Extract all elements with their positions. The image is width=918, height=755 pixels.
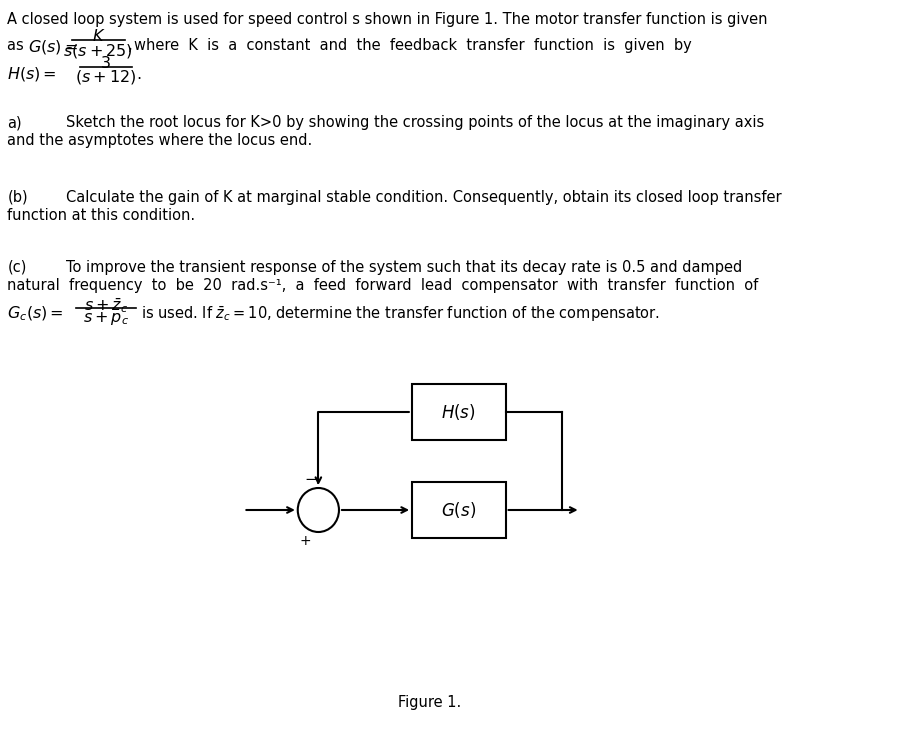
Text: as: as xyxy=(7,38,33,53)
Text: (c): (c) xyxy=(7,260,27,275)
Text: $G(s) =$: $G(s) =$ xyxy=(28,38,78,56)
Text: function at this condition.: function at this condition. xyxy=(7,208,196,223)
Text: +: + xyxy=(299,534,311,548)
Text: a): a) xyxy=(7,115,22,130)
Text: $(s+12)$: $(s+12)$ xyxy=(75,68,137,86)
Text: Figure 1.: Figure 1. xyxy=(398,695,462,710)
Text: natural  frequency  to  be  20  rad.s⁻¹,  a  feed  forward  lead  compensator  w: natural frequency to be 20 rad.s⁻¹, a fe… xyxy=(7,278,759,293)
FancyBboxPatch shape xyxy=(412,482,506,538)
Text: $s + p_c$: $s + p_c$ xyxy=(83,310,129,327)
Text: $s + \bar{z}_c$: $s + \bar{z}_c$ xyxy=(84,296,128,315)
Text: is used. If $\bar{z}_c = 10$, determine the transfer function of the compensator: is used. If $\bar{z}_c = 10$, determine … xyxy=(141,305,660,324)
Text: .: . xyxy=(136,67,140,82)
Text: Sketch the root locus for K>0 by showing the crossing points of the locus at the: Sketch the root locus for K>0 by showing… xyxy=(65,115,764,130)
Text: $H(s) =$: $H(s) =$ xyxy=(7,65,57,83)
FancyBboxPatch shape xyxy=(412,384,506,440)
Text: To improve the transient response of the system such that its decay rate is 0.5 : To improve the transient response of the… xyxy=(65,260,742,275)
Text: $G(s)$: $G(s)$ xyxy=(442,500,476,520)
Text: ,: , xyxy=(129,38,133,53)
Text: $G_c(s) =$: $G_c(s) =$ xyxy=(7,305,64,323)
Text: (b): (b) xyxy=(7,190,28,205)
Text: $K$: $K$ xyxy=(92,28,105,44)
Text: where  K  is  a  constant  and  the  feedback  transfer  function  is  given  by: where K is a constant and the feedback t… xyxy=(134,38,691,53)
Text: $s(s+25)$: $s(s+25)$ xyxy=(63,42,133,60)
Text: A closed loop system is used for speed control s shown in Figure 1. The motor tr: A closed loop system is used for speed c… xyxy=(7,12,768,27)
Text: $3$: $3$ xyxy=(100,55,111,71)
Text: and the asymptotes where the locus end.: and the asymptotes where the locus end. xyxy=(7,133,313,148)
Text: $H(s)$: $H(s)$ xyxy=(442,402,476,422)
Text: −: − xyxy=(305,472,318,487)
Text: Calculate the gain of K at marginal stable condition. Consequently, obtain its c: Calculate the gain of K at marginal stab… xyxy=(65,190,781,205)
